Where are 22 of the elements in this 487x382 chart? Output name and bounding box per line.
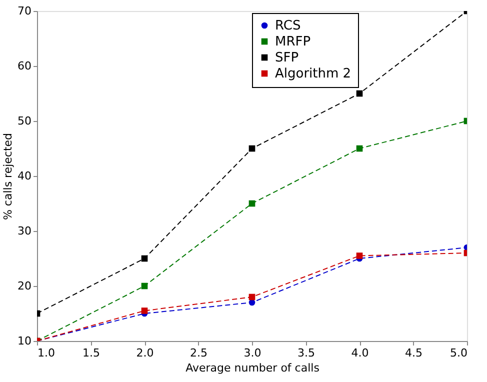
x-axis-title: Average number of calls [186,362,320,374]
y-tick-label: 20 [18,280,32,292]
legend-label: SFP [275,50,299,66]
x-tick-label: 4.0 [351,346,369,360]
x-tick-label: 3.5 [298,346,315,360]
legend-label: Algorithm 2 [275,66,352,82]
y-tick-label: 10 [18,334,32,348]
y-tick-label: 40 [18,170,32,182]
legend-label: RCS [275,18,301,34]
y-tick-label: 30 [18,224,32,238]
y-tick-label: 50 [18,114,32,128]
y-tick-label: 60 [18,60,32,72]
x-tick-label: 2.5 [190,346,208,360]
legend-label: MRFP [275,34,311,50]
x-tick-label: 2.0 [136,346,154,360]
x-tick-label: 1.0 [38,346,55,360]
x-tick-label: 4.5 [405,346,422,360]
x-tick-label: 5.0 [450,346,468,360]
x-tick-label: 1.5 [82,346,100,360]
x-tick-label: 3.0 [244,346,262,360]
y-axis-title: % calls rejected [2,132,15,220]
y-tick-label: 70 [18,4,32,18]
